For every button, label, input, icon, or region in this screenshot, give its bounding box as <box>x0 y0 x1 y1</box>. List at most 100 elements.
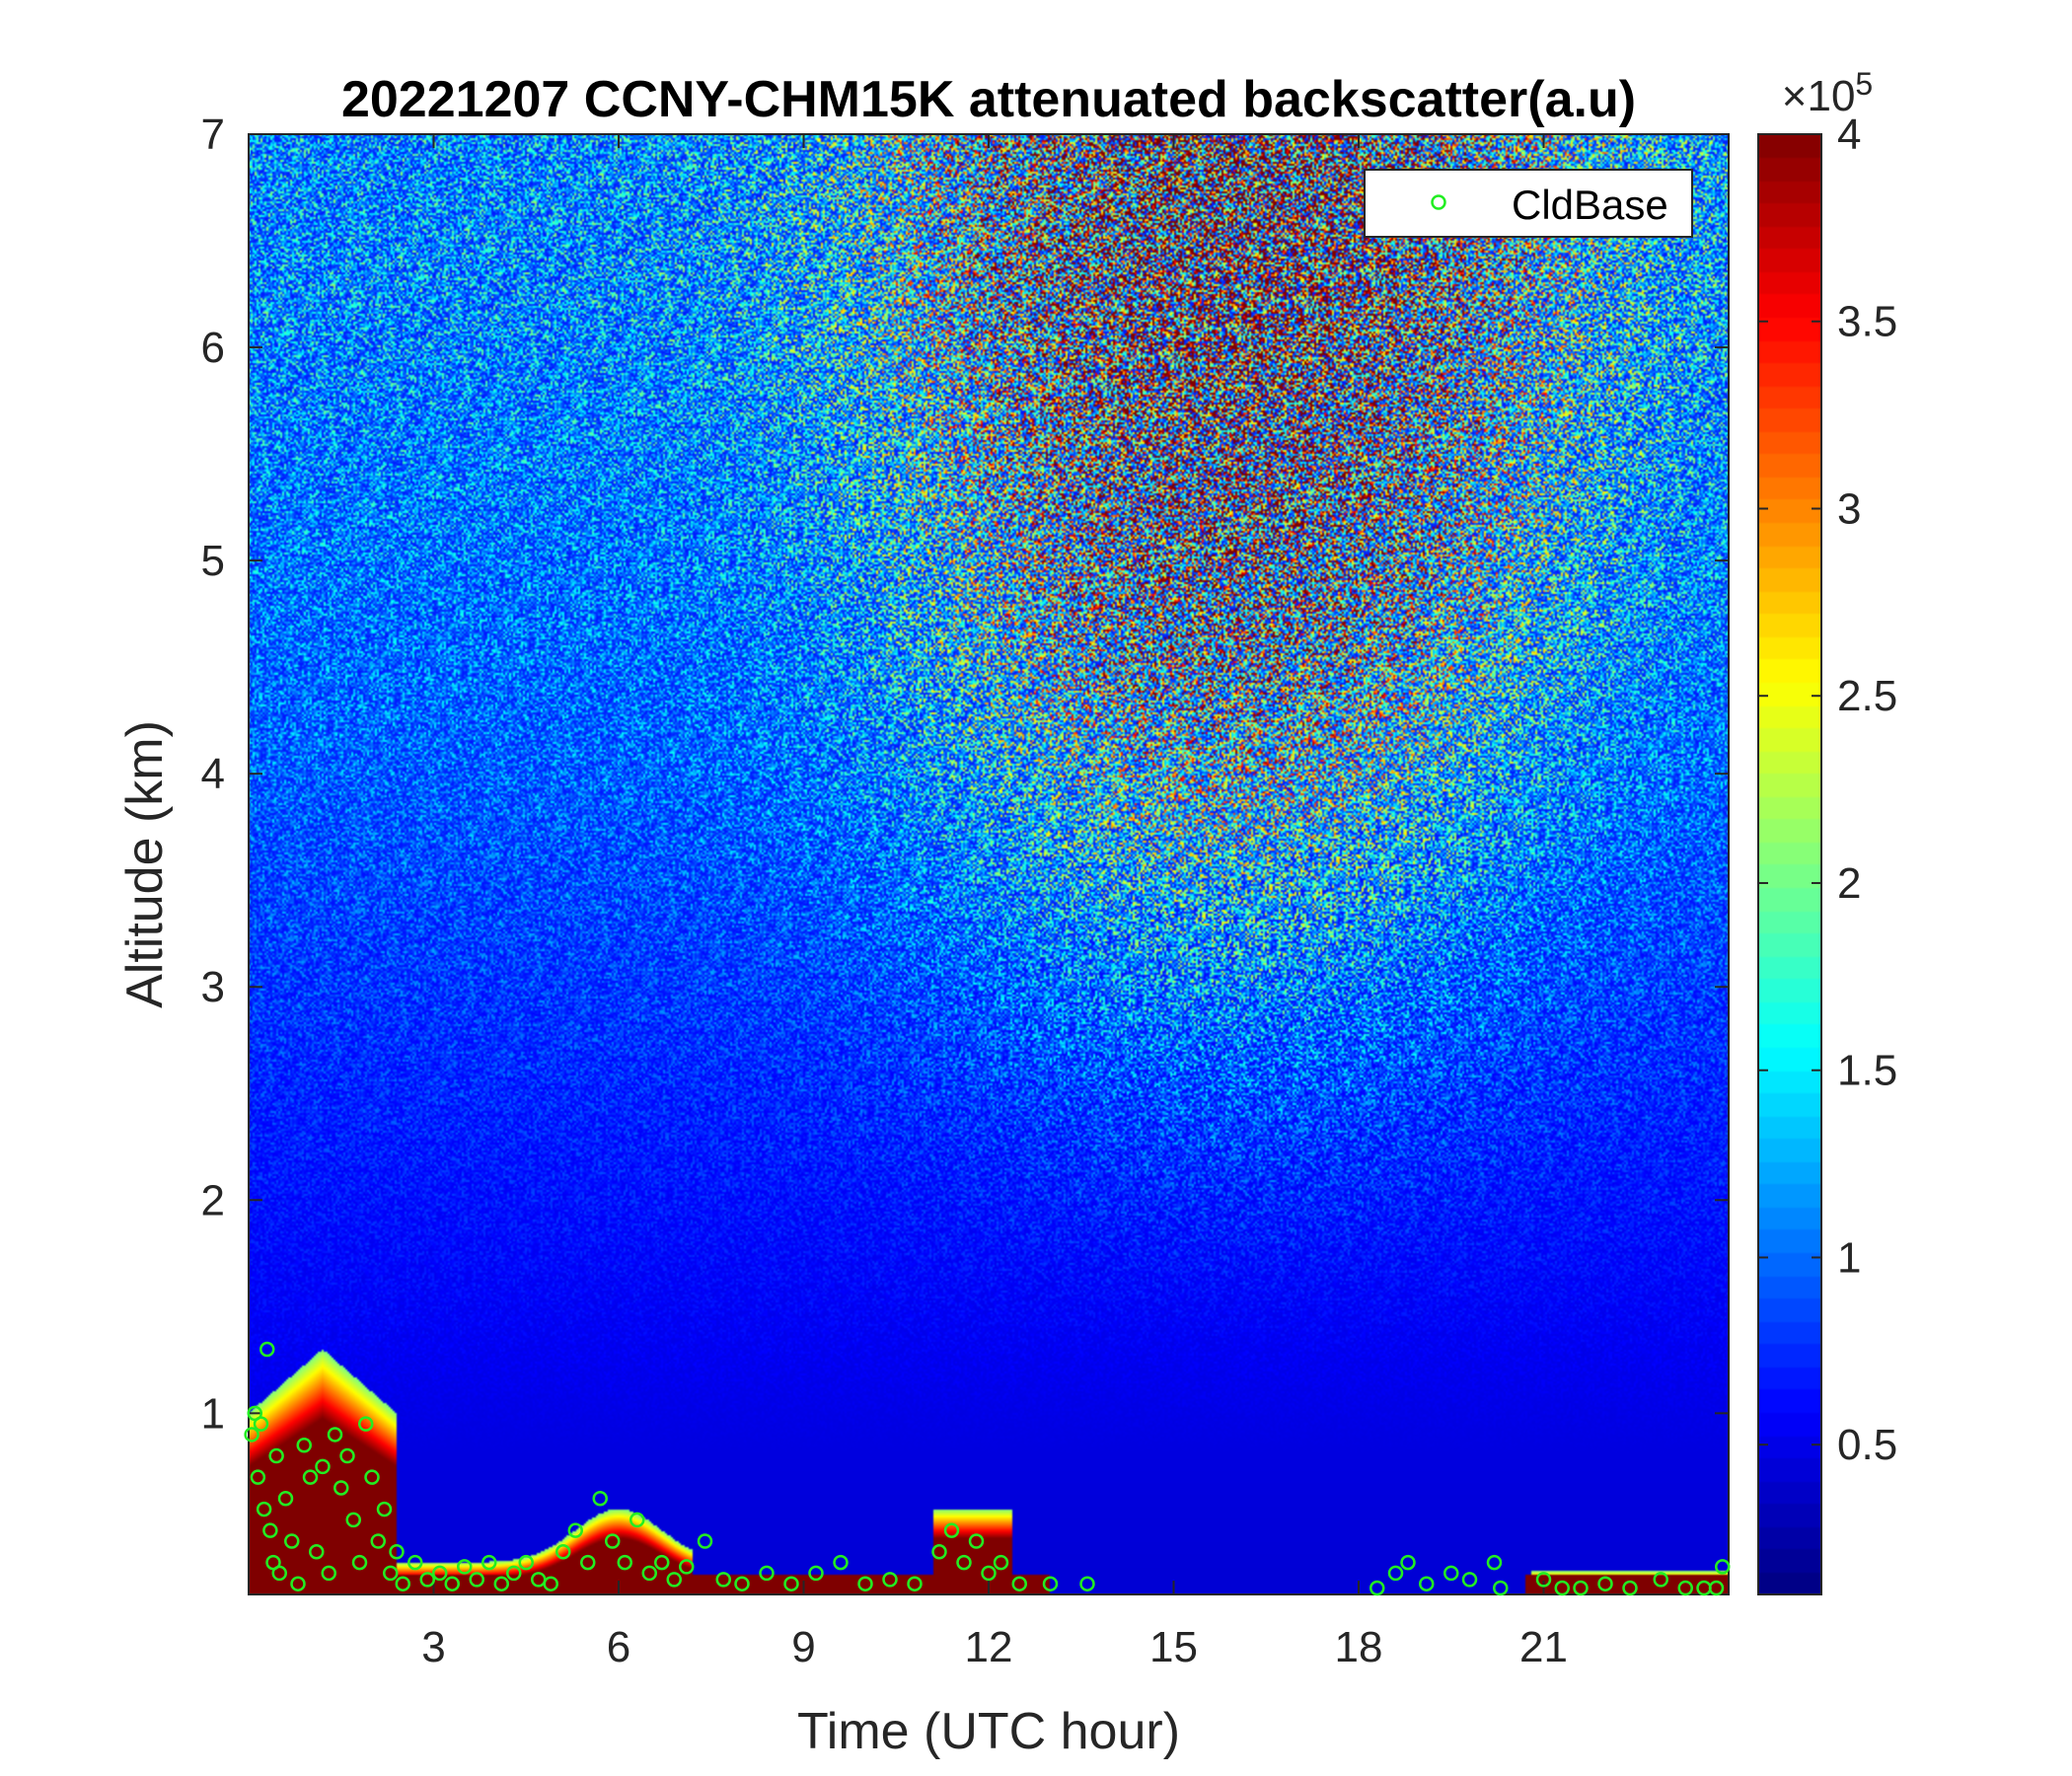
cldbase-point <box>250 1469 266 1485</box>
colorbar-tick-label: 1 <box>1837 1233 1861 1282</box>
cldbase-point <box>256 1501 272 1517</box>
cldbase-point <box>1696 1580 1712 1596</box>
cldbase-point <box>358 1416 374 1432</box>
legend-label-cldbase: CldBase <box>1512 182 1668 228</box>
cldbase-point <box>531 1572 547 1588</box>
cldbase-point <box>1419 1576 1435 1591</box>
legend: CldBase <box>1364 169 1693 238</box>
cldbase-point <box>1573 1580 1589 1596</box>
colorbar-tick-label: 3.5 <box>1837 298 1897 346</box>
y-tick-label: 4 <box>201 750 225 798</box>
cldbase-point <box>857 1576 873 1591</box>
cldbase-point <box>296 1438 312 1453</box>
cldbase-point <box>943 1522 960 1538</box>
cldbase-point <box>345 1512 361 1528</box>
cldbase-point <box>1400 1554 1416 1571</box>
colorbar-exponent: ×105 <box>1782 66 1873 120</box>
chart-title: 20221207 CCNY-CHM15K attenuated backscat… <box>341 71 1636 128</box>
cldbase-point <box>481 1554 497 1571</box>
cldbase-point <box>1708 1580 1725 1596</box>
cldbase-point <box>253 1416 269 1432</box>
cldbase-point <box>389 1544 405 1560</box>
y-tick-label: 7 <box>201 111 225 159</box>
y-tick-label: 5 <box>201 537 225 585</box>
cldbase-point <box>259 1341 275 1358</box>
colorbar-tick-label: 3 <box>1837 484 1861 533</box>
legend-marker-cldbase <box>1431 194 1446 210</box>
cldbase-point <box>1079 1576 1095 1591</box>
colorbar-exponent-power: 5 <box>1855 66 1873 102</box>
cldbase-point <box>376 1501 393 1517</box>
cldbase-point <box>364 1469 380 1485</box>
x-tick-label: 3 <box>421 1623 445 1671</box>
backscatter-heatmap <box>249 134 1729 1594</box>
cldbase-point <box>284 1533 300 1549</box>
y-axis-ticks: 1 2 3 4 5 6 7 <box>201 111 1729 1438</box>
cldbase-point <box>605 1533 621 1549</box>
x-tick-label: 9 <box>791 1623 815 1671</box>
colorbar-tick-label: 1.5 <box>1837 1047 1897 1095</box>
colorbar-exponent-base: ×10 <box>1782 72 1856 120</box>
colorbar-tick-label: 0.5 <box>1837 1421 1897 1469</box>
cldbase-point <box>1011 1576 1027 1591</box>
cldbase-point <box>302 1469 319 1485</box>
cldbase-point <box>277 1491 294 1507</box>
x-axis-ticks: 3 6 9 12 15 18 21 <box>421 134 1568 1671</box>
cldbase-point <box>457 1559 473 1575</box>
cldbase-point <box>1461 1572 1478 1588</box>
cldbase-point <box>1653 1572 1668 1588</box>
cldbase-point <box>555 1544 571 1560</box>
cldbase-point <box>419 1572 435 1588</box>
cldbase-point <box>981 1565 997 1582</box>
x-tick-label: 21 <box>1519 1623 1568 1671</box>
cldbase-point <box>315 1458 331 1475</box>
x-tick-label: 15 <box>1149 1623 1198 1671</box>
cldbase-point <box>309 1544 325 1560</box>
cldbase-point <box>956 1554 972 1571</box>
cldbase-point <box>290 1576 306 1591</box>
colorbar-tick-label: 4 <box>1837 111 1861 159</box>
cldbase-point <box>339 1447 355 1464</box>
cldbase-point <box>244 1427 259 1443</box>
x-tick-label: 18 <box>1335 1623 1383 1671</box>
cldbase-point <box>469 1572 484 1588</box>
cldbase-point <box>1715 1559 1731 1575</box>
cldbase-point <box>432 1565 448 1582</box>
cldbase-point <box>783 1576 799 1591</box>
cldbase-point <box>333 1480 349 1496</box>
cldbase-point <box>1486 1554 1503 1571</box>
y-tick-label: 2 <box>201 1176 225 1224</box>
cldbase-point <box>715 1572 731 1588</box>
cldbase-markers <box>244 1341 1731 1596</box>
cldbase-point <box>1493 1580 1509 1596</box>
cldbase-point <box>882 1572 898 1588</box>
cldbase-point <box>262 1522 278 1538</box>
cldbase-point <box>654 1554 670 1571</box>
cldbase-point <box>1677 1580 1693 1596</box>
colorbar-ticks: 0.5 1 1.5 2 2.5 3 3.5 4 <box>1758 111 1897 1469</box>
legend-box <box>1364 169 1693 238</box>
y-tick-label: 1 <box>201 1389 225 1438</box>
cldbase-point <box>1554 1580 1570 1596</box>
cldbase-point <box>1369 1580 1385 1596</box>
cldbase-point <box>383 1565 399 1582</box>
cldbase-point <box>833 1554 849 1571</box>
cldbase-point <box>617 1554 632 1571</box>
cldbase-point <box>697 1533 713 1549</box>
cldbase-point <box>679 1559 695 1575</box>
cldbase-point <box>407 1554 423 1571</box>
colorbar-tick-label: 2 <box>1837 859 1861 908</box>
cldbase-point <box>1387 1565 1404 1582</box>
cldbase-point <box>1042 1576 1059 1591</box>
cldbase-point <box>734 1576 750 1591</box>
cldbase-point <box>759 1565 775 1582</box>
cldbase-point <box>1597 1576 1613 1591</box>
cldbase-point <box>351 1554 368 1571</box>
cldbase-point <box>580 1554 596 1571</box>
cldbase-point <box>271 1565 287 1582</box>
y-axis-label: Altitude (km) <box>116 720 174 1008</box>
x-axis-label: Time (UTC hour) <box>797 1703 1180 1760</box>
cldbase-point <box>327 1427 343 1443</box>
